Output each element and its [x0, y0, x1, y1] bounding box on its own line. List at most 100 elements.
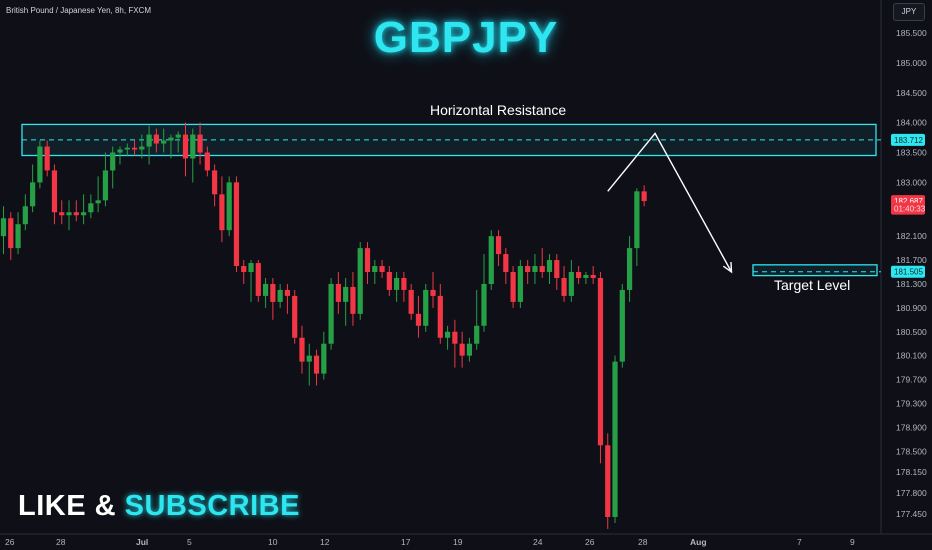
candle [73, 200, 79, 222]
x-tick-label: 5 [187, 537, 192, 547]
candle [255, 260, 261, 302]
x-tick-label: Jul [136, 537, 148, 547]
x-tick-label: 26 [585, 537, 595, 547]
price-badge: 01:40:33 [891, 202, 926, 215]
candle-body [146, 134, 152, 147]
x-tick-label: 26 [5, 537, 15, 547]
price-badge-bg [891, 133, 925, 146]
candle-body [110, 152, 116, 171]
candle-body [175, 134, 181, 138]
candle-body [488, 236, 494, 284]
candle [394, 272, 400, 302]
candle-body [292, 295, 298, 338]
candle [51, 164, 58, 225]
x-tick-label: 28 [56, 537, 66, 547]
candle [590, 266, 596, 284]
x-tick-label: 9 [850, 537, 855, 547]
candle [554, 254, 560, 290]
candle-body [641, 191, 647, 202]
candle-body [44, 146, 50, 171]
target-zone [752, 264, 878, 277]
candle-body [270, 283, 276, 302]
candle [226, 176, 232, 237]
y-tick-label: 185.500 [896, 28, 927, 38]
candle [612, 355, 618, 523]
candle-body [364, 248, 371, 273]
y-tick-label: 184.000 [896, 118, 927, 128]
candle-body [437, 295, 443, 338]
candle [444, 325, 451, 350]
y-tick-label: 181.300 [896, 279, 927, 289]
candle [415, 295, 422, 338]
candle-body [554, 260, 560, 278]
candle-body [102, 170, 109, 201]
candle-body [634, 191, 640, 249]
candle [510, 266, 516, 308]
candle-body [597, 277, 604, 446]
candle-body [8, 218, 14, 249]
candle [568, 260, 574, 302]
candle [313, 349, 320, 386]
y-tick-label: 177.450 [896, 509, 927, 519]
candle-body [459, 343, 465, 356]
candle-body [372, 266, 378, 273]
x-tick-label: 10 [268, 537, 278, 547]
candle-body [379, 266, 385, 273]
candle-body [73, 212, 79, 216]
candle [517, 260, 523, 308]
price-badge: 183.712 [891, 133, 925, 146]
candle [452, 319, 458, 368]
candle-body [328, 283, 334, 344]
candle [44, 140, 50, 177]
candle-body [357, 248, 363, 314]
candle-body [277, 289, 283, 302]
candle [110, 146, 116, 189]
currency-badge[interactable]: JPY [893, 3, 925, 21]
candle-body [408, 289, 414, 314]
candle [168, 134, 174, 159]
candle [241, 260, 247, 284]
symbol-description: British Pound / Japanese Yen, 8h, FXCM [6, 6, 151, 15]
candle [481, 254, 487, 332]
candle [8, 212, 14, 261]
candle [15, 212, 21, 255]
y-tick-label: 178.500 [896, 446, 927, 456]
candle [335, 272, 341, 314]
candle-body [0, 218, 7, 237]
candle [583, 272, 589, 284]
candle [437, 283, 443, 344]
candle [37, 140, 43, 189]
candle-body [241, 266, 247, 273]
cta-like: LIKE & [18, 490, 117, 522]
candle [364, 242, 371, 284]
target-label: Target Level [774, 277, 851, 293]
x-tick-label: 19 [453, 537, 463, 547]
candle [153, 128, 159, 153]
candle [117, 146, 123, 165]
candle-body [284, 289, 291, 296]
candle [59, 200, 65, 225]
candle-body [401, 277, 407, 290]
candle [190, 128, 196, 183]
candle [182, 122, 189, 177]
candle [350, 272, 356, 326]
candle-body [88, 203, 94, 213]
x-tick-label: Aug [690, 537, 707, 547]
candle [139, 134, 145, 159]
candle-body [204, 152, 210, 171]
candle [328, 277, 334, 350]
candle-body [626, 248, 633, 290]
candle-body [117, 149, 123, 153]
candle [532, 254, 538, 284]
y-tick-label: 179.700 [896, 375, 927, 385]
candle-body [612, 361, 618, 517]
y-tick-label: 183.000 [896, 177, 927, 187]
resistance-label: Horizontal Resistance [430, 102, 567, 118]
candle-body [539, 266, 545, 273]
candle-body [255, 263, 261, 296]
x-tick-label: 17 [401, 537, 411, 547]
candle [619, 283, 625, 368]
candle [386, 266, 392, 296]
candle-body [576, 272, 582, 278]
